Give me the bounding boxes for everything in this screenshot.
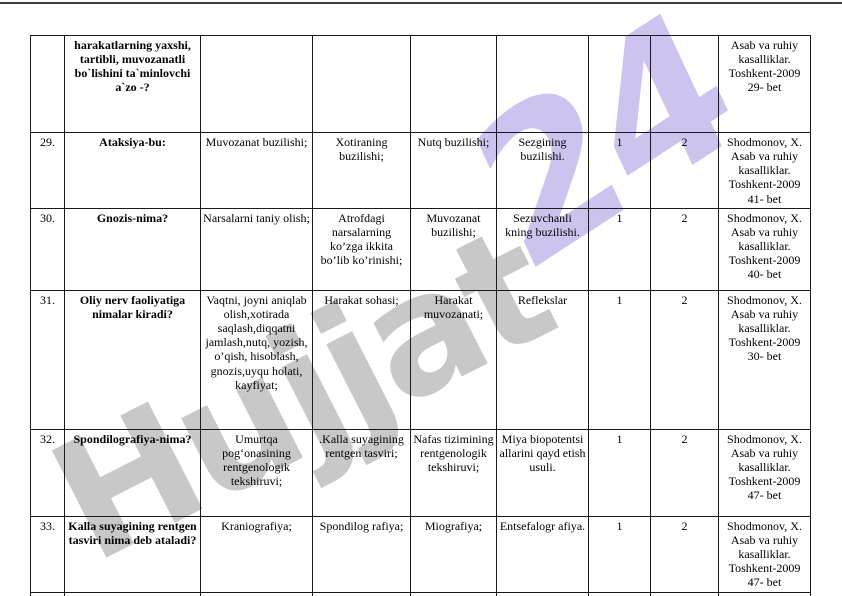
answer-cell-3 (410, 35, 497, 133)
question-cell: Gnozis-nima? (64, 207, 201, 291)
question-cell: Spondilografiya-nima? (64, 428, 201, 517)
answer-cell-3: Miografiya; (410, 515, 497, 593)
answer-cell-1: Umurtqa pog‘onasining rentgenologik teks… (200, 428, 313, 517)
table-row: 31. Oliy nerv faoliyatiga nimalar kiradi… (30, 289, 811, 430)
source-cell: Shodmonov, X. Asab va ruhiy kasalliklar.… (718, 207, 811, 291)
answer-cell-4: Sezuvchanli kning buzilishi. (496, 207, 589, 291)
answer-cell-2: .Kalla suyagining rentgen tasviri; (312, 428, 411, 517)
source-cell: Shodmonov, X. (718, 591, 811, 596)
answer-cell-1 (200, 35, 313, 133)
row-number-cell (30, 35, 65, 133)
answer-cell-2: Spondilog rafiya; (312, 515, 411, 593)
points-cell-1 (588, 35, 651, 133)
points-cell-1: 1 (588, 428, 651, 517)
points-cell-2: 2 (650, 207, 719, 291)
answer-cell-4 (496, 35, 589, 133)
source-cell: Shodmonov, X. Asab va ruhiy kasalliklar.… (718, 428, 811, 517)
answer-cell-2: Xotiraning buzilishi; (312, 132, 411, 209)
answer-cell-1: Muvozanat buzilishi; (200, 132, 313, 209)
page-edge-line (0, 2, 842, 4)
row-number-cell: 34. (30, 591, 65, 596)
answer-cell-1: Narsalarni taniy olish; (200, 207, 313, 291)
question-cell: Oliy nerv faoliyatiga nimalar kiradi? (64, 289, 201, 430)
answer-cell-3: Nafas tizimining rentgenologik tekshiruv… (410, 428, 497, 517)
answer-cell-2: Harakat sohasi; (312, 289, 411, 430)
answer-cell-2: Atrofdagi narsalarning ko’zga ikkita bo’… (312, 207, 411, 291)
points-cell-1: 1 (588, 289, 651, 430)
answer-cell-3: Muvozanat buzilishi; (410, 207, 497, 291)
points-cell-2: 2 (650, 428, 719, 517)
points-cell-2: 2 (650, 515, 719, 593)
points-cell-1: 1 (588, 591, 651, 596)
answer-cell-4: Reflekslar (496, 289, 589, 430)
answer-cell-4: Miya biopotentsi allarini qayd etish usu… (496, 428, 589, 517)
table-row: 33. Kalla suyagining rentgen tasviri nim… (30, 515, 811, 593)
source-cell: Shodmonov, X. Asab va ruhiy kasalliklar.… (718, 289, 811, 430)
answer-cell-3: Exoentsefal (410, 591, 497, 596)
answer-cell-4: Sezgining buzilishi. (496, 132, 589, 209)
table-row: 30. Gnozis-nima? Narsalarni taniy olish;… (30, 207, 811, 291)
points-cell-1: 1 (588, 207, 651, 291)
row-number-cell: 30. (30, 207, 65, 291)
points-cell-2: 3 (650, 591, 719, 596)
table-row: 29. Ataksiya-bu: Muvozanat buzilishi; Xo… (30, 132, 811, 209)
answer-cell-2 (312, 35, 411, 133)
question-cell: Kalla suyagining rentgen tasviri nima de… (64, 515, 201, 593)
row-number-cell: 29. (30, 132, 65, 209)
row-number-cell: 32. (30, 428, 65, 517)
source-cell: Shodmonov, X. Asab va ruhiy kasalliklar.… (718, 515, 811, 593)
answer-cell-3: Harakat muvozanati; (410, 289, 497, 430)
table-row: harakatlarning yaxshi, tartibli, muvozan… (30, 35, 811, 133)
answer-cell-4: Reoentsef (496, 591, 589, 596)
question-cell: harakatlarning yaxshi, tartibli, muvozan… (64, 35, 201, 133)
answer-cell-2: Elektromiogr (312, 591, 411, 596)
answer-cell-4: Entsefalogr afiya. (496, 515, 589, 593)
answer-cell-1: Elektroentsefalo (200, 591, 313, 596)
source-cell: Shodmonov, X. Asab va ruhiy kasalliklar.… (718, 132, 811, 209)
points-cell-2: 2 (650, 289, 719, 430)
table-row: 32. Spondilografiya-nima? Umurtqa pog‘on… (30, 428, 811, 517)
points-cell-2 (650, 35, 719, 133)
answer-cell-3: Nutq buzilishi; (410, 132, 497, 209)
answer-cell-1: Vaqtni, joyni aniqlab olish,xotirada saq… (200, 289, 313, 430)
row-number-cell: 31. (30, 289, 65, 430)
quiz-table: harakatlarning yaxshi, tartibli, muvozan… (30, 35, 811, 596)
points-cell-1: 1 (588, 515, 651, 593)
source-cell: Asab va ruhiy kasalliklar. Toshkent-2009… (718, 35, 811, 133)
row-number-cell: 33. (30, 515, 65, 593)
points-cell-2: 2 (650, 132, 719, 209)
answer-cell-1: Kraniografiya; (200, 515, 313, 593)
points-cell-1: 1 (588, 132, 651, 209)
question-cell: Ataksiya-bu: (64, 132, 201, 209)
